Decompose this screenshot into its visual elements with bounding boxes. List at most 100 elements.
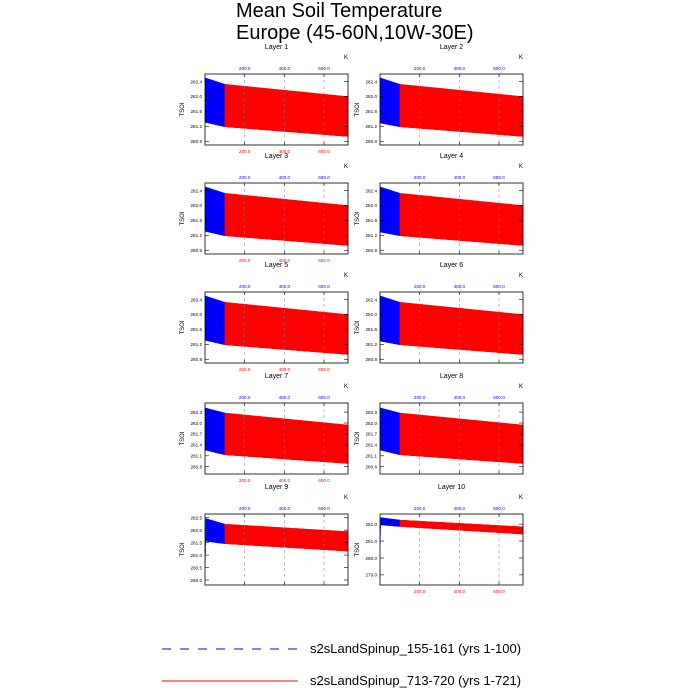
y-tick-label: 282.0 [191, 94, 203, 99]
plot-frame [204, 513, 349, 586]
bottom-x-tick-label: 200.0 [239, 367, 251, 372]
panel-layer-4: Layer 4 K TSOI 280.8 281.2 281.6 282.0 282.4 200… [355, 153, 524, 255]
series-line-blue [379, 407, 401, 455]
top-x-tick-label: 600.0 [493, 395, 505, 400]
y-tick-label: 282.4 [366, 79, 378, 84]
y-tick-label: 281.2 [191, 233, 203, 238]
bottom-x-tick-label: 400.0 [279, 367, 291, 372]
series-line-red [399, 193, 524, 246]
y-tick-label: 282.0 [191, 421, 203, 426]
top-x-tick-label: 200.0 [414, 284, 426, 289]
y-tick-label: 282.0 [366, 203, 378, 208]
series-line-red [224, 523, 349, 552]
y-tick-label: 281.6 [191, 109, 203, 114]
top-x-tick-label: 200.0 [414, 395, 426, 400]
chart-legend: s2sLandSpinup_155-161 (yrs 1-100) s2sLan… [162, 641, 521, 688]
panel-layer-9: Layer 9 K TSOI 280.0 280.5 281.0 281.5 282.0 282… [180, 484, 349, 586]
units-label: K [344, 273, 348, 279]
series-line-blue [204, 77, 226, 127]
y-tick-label: 281.2 [366, 342, 378, 347]
y-tick-label: 281.2 [366, 233, 378, 238]
top-x-tick-label: 200.0 [239, 506, 251, 511]
panel-title: Layer 7 [265, 373, 288, 380]
y-tick-label: 280.8 [191, 139, 203, 144]
units-label: K [519, 495, 523, 501]
y-tick-label: 281.6 [366, 109, 378, 114]
y-tick-label: 281.6 [366, 327, 378, 332]
series-line-blue [204, 518, 226, 566]
y-tick-label: 282.4 [191, 297, 203, 302]
top-x-tick-label: 600.0 [318, 175, 330, 180]
panel-title: Layer 2 [440, 44, 463, 51]
y-tick-label: 280.8 [191, 465, 203, 470]
y-tick-label: 280.8 [191, 357, 203, 362]
y-tick-label: 281.1 [366, 454, 378, 459]
series-line-red [399, 519, 524, 535]
top-x-tick-label: 400.0 [279, 284, 291, 289]
y-tick-label: 282.0 [366, 312, 378, 317]
y-tick-label: 280.8 [366, 248, 378, 253]
y-axis-label: TSOI [180, 102, 186, 116]
top-x-tick-label: 200.0 [239, 395, 251, 400]
top-x-tick-label: 200.0 [239, 66, 251, 71]
y-tick-label: 281.4 [191, 443, 203, 448]
y-tick-label: 281.7 [366, 432, 378, 437]
plot-frame [379, 73, 524, 146]
top-x-tick-label: 400.0 [454, 284, 466, 289]
series-line-blue [379, 186, 401, 236]
series-line-red [224, 193, 349, 246]
y-tick-label: 282.0 [366, 421, 378, 426]
y-tick-label: 280.8 [366, 139, 378, 144]
y-axis-label: TSOI [355, 542, 361, 556]
units-label: K [519, 384, 523, 390]
y-tick-label: 282.0 [191, 203, 203, 208]
panel-title: Layer 8 [440, 373, 463, 380]
series-line-blue [204, 295, 226, 345]
series-line-blue [379, 77, 401, 127]
panel-title: Layer 3 [265, 153, 288, 160]
figure-title: Mean Soil Temperature [236, 0, 443, 22]
bottom-x-tick-label: 600.0 [318, 478, 330, 483]
plot-frame [204, 182, 349, 255]
top-x-tick-label: 600.0 [318, 66, 330, 71]
bottom-x-tick-label: 600.0 [318, 258, 330, 263]
units-label: K [519, 273, 523, 279]
panel-layer-8: Layer 8 K TSOI 280.8 281.1 281.4 281.7 282.0 282… [355, 373, 524, 475]
y-axis-label: TSOI [355, 431, 361, 445]
y-axis-label: TSOI [355, 320, 361, 334]
panel-title: Layer 4 [440, 153, 463, 160]
plot-frame [204, 73, 349, 146]
bottom-x-tick-label: 400.0 [279, 258, 291, 263]
y-tick-label: 281.7 [191, 432, 203, 437]
y-axis-label: TSOI [180, 542, 186, 556]
panel-layer-2: Layer 2 K TSOI 280.8 281.2 281.6 282.0 282.4 200… [355, 44, 524, 146]
top-x-tick-label: 600.0 [318, 506, 330, 511]
panel-layer-1: Layer 1 K TSOI 280.8 281.2 281.6 282.0 282.4 200… [180, 44, 349, 154]
y-tick-label: 282.5 [191, 516, 203, 521]
y-axis-label: TSOI [180, 320, 186, 334]
y-axis-label: TSOI [355, 102, 361, 116]
panel-title: Layer 9 [265, 484, 288, 491]
y-tick-label: 280.8 [366, 357, 378, 362]
y-tick-label: 282.4 [191, 188, 203, 193]
y-axis-label: TSOI [180, 211, 186, 225]
y-tick-label: 282.0 [191, 528, 203, 533]
bottom-x-tick-label: 600.0 [318, 149, 330, 154]
y-tick-label: 281.6 [191, 218, 203, 223]
panel-title: Layer 5 [265, 262, 288, 269]
series-line-red [399, 84, 524, 137]
panel-title: Layer 6 [440, 262, 463, 269]
plot-frame [379, 402, 524, 475]
panel-title: Layer 1 [265, 44, 288, 51]
series-line-blue [379, 295, 401, 345]
y-tick-label: 281.5 [191, 540, 203, 545]
top-x-tick-label: 400.0 [279, 66, 291, 71]
series-line-blue [204, 186, 226, 236]
top-x-tick-label: 600.0 [493, 66, 505, 71]
top-x-tick-label: 200.0 [414, 66, 426, 71]
y-tick-label: 282.0 [366, 522, 378, 527]
chart-panels: Layer 1 K TSOI 280.8 281.2 281.6 282.0 282.4 200… [180, 44, 524, 594]
units-label: K [344, 55, 348, 61]
top-x-tick-label: 400.0 [279, 175, 291, 180]
top-x-tick-label: 400.0 [279, 506, 291, 511]
